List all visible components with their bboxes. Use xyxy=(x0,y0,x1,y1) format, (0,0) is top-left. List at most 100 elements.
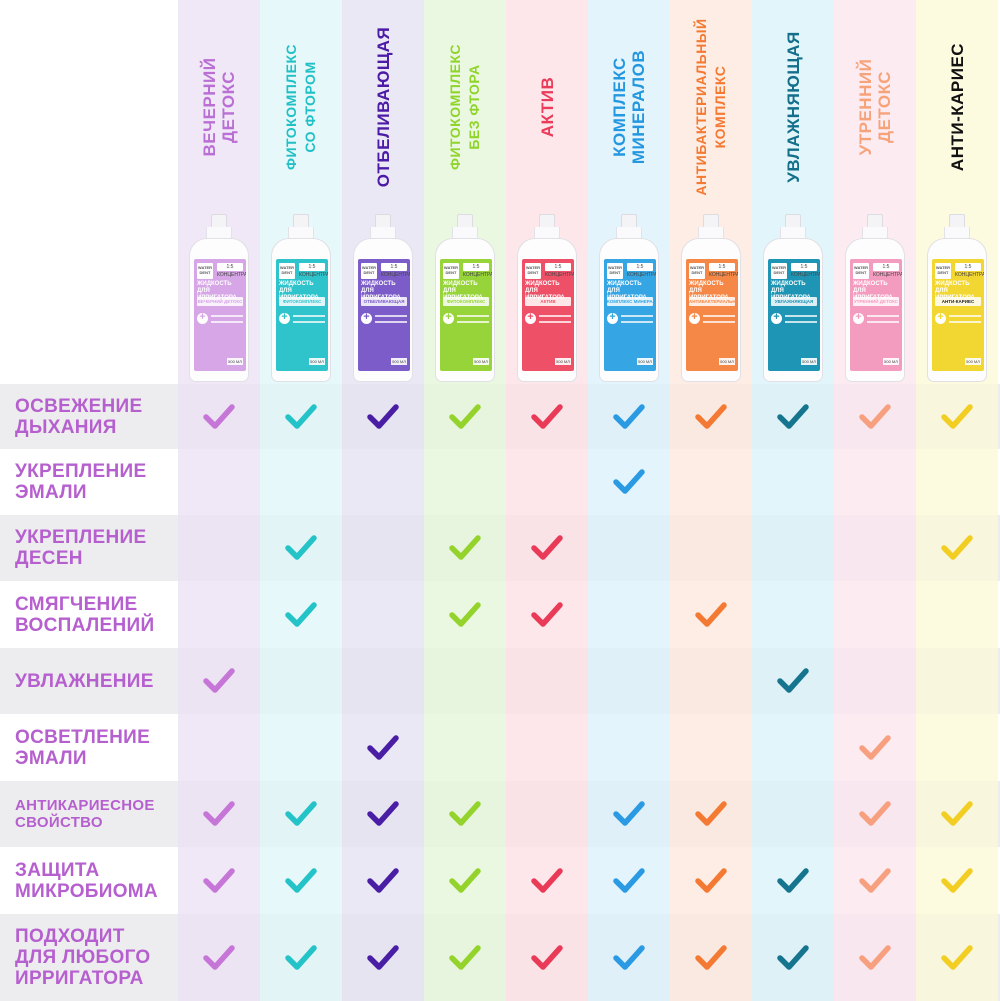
column-background xyxy=(506,0,588,1001)
bottle-variant: УТРЕННИЙ ДЕТОКС xyxy=(853,297,899,306)
bottle-concentrate: 1:5 КОНЦЕНТРАТ xyxy=(627,263,656,278)
bottle-brand: WATER DENT xyxy=(361,263,377,279)
checkmark-icon xyxy=(367,734,399,760)
bottle-concentrate: 1:5 КОНЦЕНТРАТ xyxy=(545,263,574,278)
column-title: УТРЕННИЙ ДЕТОКС xyxy=(856,58,894,156)
bottle-concentrate: 1:5 КОНЦЕНТРАТ xyxy=(463,263,492,278)
bottle-neck xyxy=(780,227,806,241)
checkmark-icon xyxy=(285,601,317,627)
feature-label: УКРЕПЛЕНИЕ ЭМАЛИ xyxy=(15,461,147,503)
bottle-neck xyxy=(206,227,232,241)
bottle-cap xyxy=(785,214,801,228)
bottle-cap xyxy=(621,214,637,228)
bottle-variant: КОМПЛЕКС МИНЕРАЛОВ xyxy=(607,297,653,306)
column-background xyxy=(752,0,834,1001)
column-title: УВЛАЖНЯЮЩАЯ xyxy=(783,31,803,183)
feature-label: ОСВЕЖЕНИЕ ДЫХАНИЯ xyxy=(15,395,143,438)
checkmark-icon xyxy=(859,734,891,760)
bottle-cap xyxy=(457,214,473,228)
checkmark-icon xyxy=(285,801,317,826)
checkmark-icon xyxy=(777,944,809,970)
checkmark-icon xyxy=(859,867,891,893)
checkmark-icon xyxy=(367,801,399,826)
checkmark-icon xyxy=(941,801,973,826)
bottle-variant: УВЛАЖНЯЮЩАЯ xyxy=(771,297,817,306)
bottle-cap xyxy=(293,214,309,228)
bottle-brand: WATER DENT xyxy=(771,263,787,279)
column-background xyxy=(670,0,752,1001)
bottle-cap xyxy=(539,214,555,228)
bottle-volume: 500 МЛ xyxy=(883,358,899,365)
checkmark-icon xyxy=(203,403,235,429)
checkmark-icon xyxy=(449,944,481,970)
checkmark-icon xyxy=(531,403,563,429)
checkmark-icon xyxy=(531,601,563,627)
bottle-volume: 500 МЛ xyxy=(637,358,653,365)
cross-icon xyxy=(607,311,618,324)
column-title: ОТБЕЛИВАЮЩАЯ xyxy=(373,26,393,188)
bottle-brand: WATER DENT xyxy=(853,263,869,279)
checkmark-icon xyxy=(613,469,645,494)
bottle-concentrate: 1:5 КОНЦЕНТРАТ xyxy=(217,263,246,278)
bottle-text-lines xyxy=(211,315,243,323)
checkmark-icon xyxy=(203,867,235,893)
checkmark-icon xyxy=(285,867,317,893)
cross-icon xyxy=(853,311,864,324)
bottle-volume: 500 МЛ xyxy=(719,358,735,365)
bottle-variant: АНТИБАКТЕРИАЛЬНЫЙ КОМПЛЕКС xyxy=(689,297,735,306)
feature-label: АНТИКАРИЕСНОЕ СВОЙСТВО xyxy=(15,797,155,831)
checkmark-icon xyxy=(531,867,563,893)
column-background xyxy=(916,0,998,1001)
column-title: АКТИВ xyxy=(537,76,557,138)
bottle-neck xyxy=(698,227,724,241)
checkmark-icon xyxy=(859,944,891,970)
bottle-neck xyxy=(944,227,970,241)
bottle-volume: 500 МЛ xyxy=(227,358,243,365)
column-title: ВЕЧЕРНИЙ ДЕТОКС xyxy=(200,57,238,157)
bottle-concentrate: 1:5 КОНЦЕНТРАТ xyxy=(299,263,328,278)
bottle-cap xyxy=(375,214,391,228)
bottle-volume: 500 МЛ xyxy=(473,358,489,365)
bottle-neck xyxy=(534,227,560,241)
bottle-brand: WATER DENT xyxy=(525,263,541,279)
feature-label: ОСВЕТЛЕНИЕ ЭМАЛИ xyxy=(15,726,151,769)
column-title: АНТИБАКТЕРИАЛЬНЫЙ КОМПЛЕКС xyxy=(693,18,728,196)
bottle-brand: WATER DENT xyxy=(689,263,705,279)
bottle-variant: ФИТОКОМПЛЕКС xyxy=(279,297,325,306)
bottle-volume: 500 МЛ xyxy=(555,358,571,365)
cross-icon xyxy=(525,311,536,324)
feature-label: УКРЕПЛЕНИЕ ДЕСЕН xyxy=(15,527,147,569)
checkmark-icon xyxy=(941,535,973,560)
checkmark-icon xyxy=(449,601,481,627)
bottle-concentrate: 1:5 КОНЦЕНТРАТ xyxy=(955,263,984,278)
bottle-neck xyxy=(862,227,888,241)
feature-label: ЗАЩИТА МИКРОБИОМА xyxy=(15,859,158,902)
bottle-cap xyxy=(867,214,883,228)
bottle-volume: 500 МЛ xyxy=(309,358,325,365)
bottle-volume: 500 МЛ xyxy=(801,358,817,365)
bottle-concentrate: 1:5 КОНЦЕНТРАТ xyxy=(873,263,902,278)
bottle-neck xyxy=(616,227,642,241)
checkmark-icon xyxy=(941,403,973,429)
